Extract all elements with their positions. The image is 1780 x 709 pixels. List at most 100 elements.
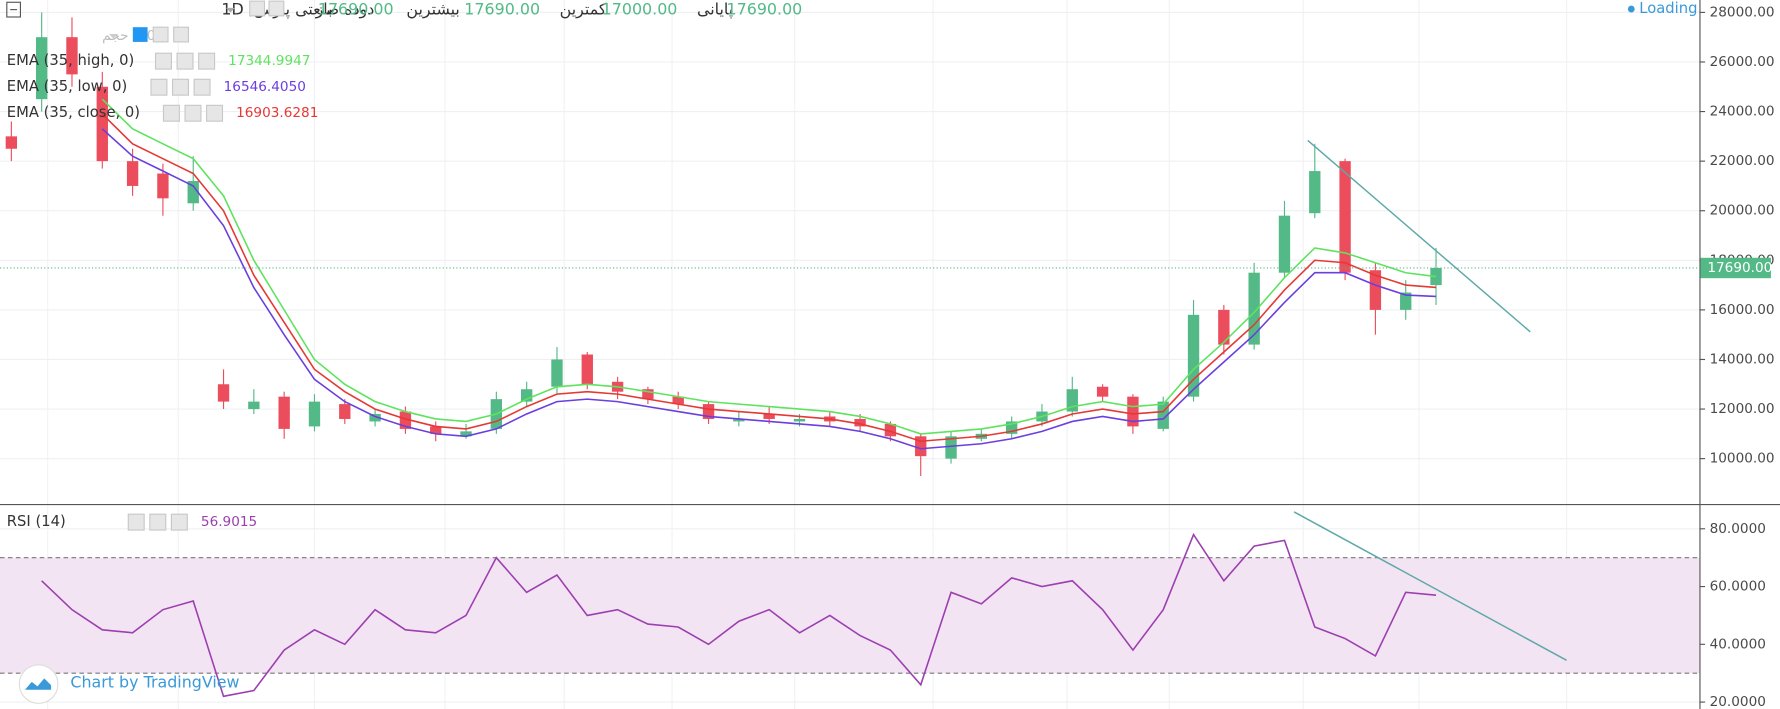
- legend-value: 56.9015: [201, 514, 257, 530]
- y-tick-label: 80.0000: [1710, 521, 1766, 537]
- legend-name: EMA (35, low, 0): [7, 78, 127, 95]
- candle-body: [672, 396, 684, 405]
- series-line: [101, 128, 1437, 450]
- logo: [24, 678, 52, 690]
- legend-value: 17344.9947: [228, 53, 310, 69]
- branding[interactable]: Chart by TradingView: [70, 672, 239, 691]
- candle-body: [5, 136, 18, 149]
- settings-icon[interactable]: [152, 26, 169, 43]
- candle-body: [854, 418, 866, 427]
- candle-body: [1278, 215, 1291, 273]
- candle-body: [793, 418, 806, 422]
- remove-icon[interactable]: [173, 26, 190, 43]
- candle-body: [1339, 161, 1351, 273]
- trend-line[interactable]: [1293, 511, 1567, 661]
- candle-body: [733, 418, 745, 422]
- ohlc-name: بیشترین: [406, 0, 459, 20]
- candle-body: [1218, 309, 1230, 345]
- last-price-label: 17690.00: [1707, 260, 1772, 276]
- y-tick-label: 12000.00: [1710, 401, 1775, 417]
- last-price-box: [1700, 257, 1771, 279]
- candle-body: [1400, 292, 1412, 310]
- candle-body: [915, 436, 927, 457]
- legend-icon: [206, 104, 224, 122]
- volume-label: (20) حجم: [102, 28, 161, 44]
- y-tick-label: 14000.00: [1710, 351, 1775, 367]
- y-tick-label: 20.0000: [1710, 694, 1766, 709]
- dropdown-icon[interactable]: [225, 7, 235, 13]
- legend-value: 16903.6281: [236, 105, 318, 121]
- ohlc-value: 17690.00: [727, 0, 803, 19]
- legend-icon: [127, 513, 145, 531]
- y-tick-label: 10000.00: [1710, 451, 1775, 467]
- candle-body: [1369, 270, 1382, 310]
- candle-body: [945, 436, 957, 459]
- candle-body: [339, 404, 351, 419]
- candle-body: [187, 180, 199, 204]
- candle-body: [157, 173, 169, 199]
- candle-body: [126, 161, 139, 186]
- trend-line[interactable]: [1307, 139, 1531, 333]
- candle-body: [551, 359, 563, 387]
- legend-icon: [154, 52, 172, 70]
- plot-layer: [0, 11, 1700, 703]
- candle-body: [1248, 272, 1260, 345]
- candle-body: [1157, 401, 1169, 429]
- series-line: [101, 113, 1437, 443]
- y-tick-label: 22000.00: [1710, 153, 1775, 169]
- candle-body: [763, 414, 775, 419]
- y-tick-label: 24000.00: [1710, 104, 1775, 120]
- candle-body: [369, 414, 381, 422]
- y-tick-label: 60.0000: [1710, 579, 1766, 595]
- candle-body: [1127, 396, 1139, 427]
- candle-body: [1187, 314, 1200, 397]
- candle-body: [278, 396, 290, 429]
- y-tick-label: 28000.00: [1710, 4, 1775, 20]
- candle-body: [702, 404, 715, 419]
- collapse-icon[interactable]: [6, 1, 22, 18]
- legend-icon: [150, 78, 168, 96]
- y-tick-label: 40.0000: [1710, 636, 1766, 652]
- legend-icon: [193, 78, 211, 96]
- series-line: [41, 532, 1437, 698]
- legend-value: 16546.4050: [224, 79, 306, 95]
- candle-body: [399, 411, 412, 429]
- visibility-icon[interactable]: [132, 27, 148, 42]
- ohlc-value: 17000.00: [602, 0, 678, 19]
- legend-icon: [184, 104, 202, 122]
- ohlc-name: باز: [315, 0, 333, 20]
- series-line: [101, 98, 1437, 435]
- candle-body: [1309, 171, 1321, 214]
- ohlc-value: 17690.00: [318, 0, 394, 19]
- y-tick-label: 16000.00: [1710, 302, 1775, 318]
- loading-status: Loading: [1639, 0, 1697, 17]
- candle-body: [1005, 421, 1018, 434]
- candle-body: [1066, 389, 1078, 412]
- candle-body: [520, 389, 533, 402]
- dropdown-icon[interactable]: [108, 33, 119, 39]
- candle-body: [217, 384, 230, 402]
- candle-body: [642, 389, 654, 400]
- candle-body: [66, 37, 78, 75]
- ohlc-name: پایانی: [697, 0, 733, 20]
- visibility-icon[interactable]: [249, 0, 266, 17]
- loading-dot: [1627, 5, 1635, 13]
- y-tick-label: 26000.00: [1710, 54, 1775, 70]
- candle-body: [35, 37, 48, 100]
- settings-icon[interactable]: [268, 0, 285, 17]
- candle-body: [430, 426, 442, 434]
- candle-body: [96, 86, 108, 162]
- legend-name: EMA (35, close, 0): [7, 104, 140, 121]
- legend-icon: [171, 78, 190, 96]
- legend-icon: [198, 52, 216, 70]
- y-tick-label: 20000.00: [1710, 203, 1775, 219]
- legend-icon: [149, 513, 167, 531]
- candle-body: [1096, 386, 1109, 397]
- rsi-band: [0, 557, 1700, 674]
- candle-body: [308, 401, 321, 427]
- legend-icon: [162, 104, 180, 122]
- ohlc-value: 17690.00: [464, 0, 540, 19]
- logo-badge[interactable]: [18, 664, 59, 704]
